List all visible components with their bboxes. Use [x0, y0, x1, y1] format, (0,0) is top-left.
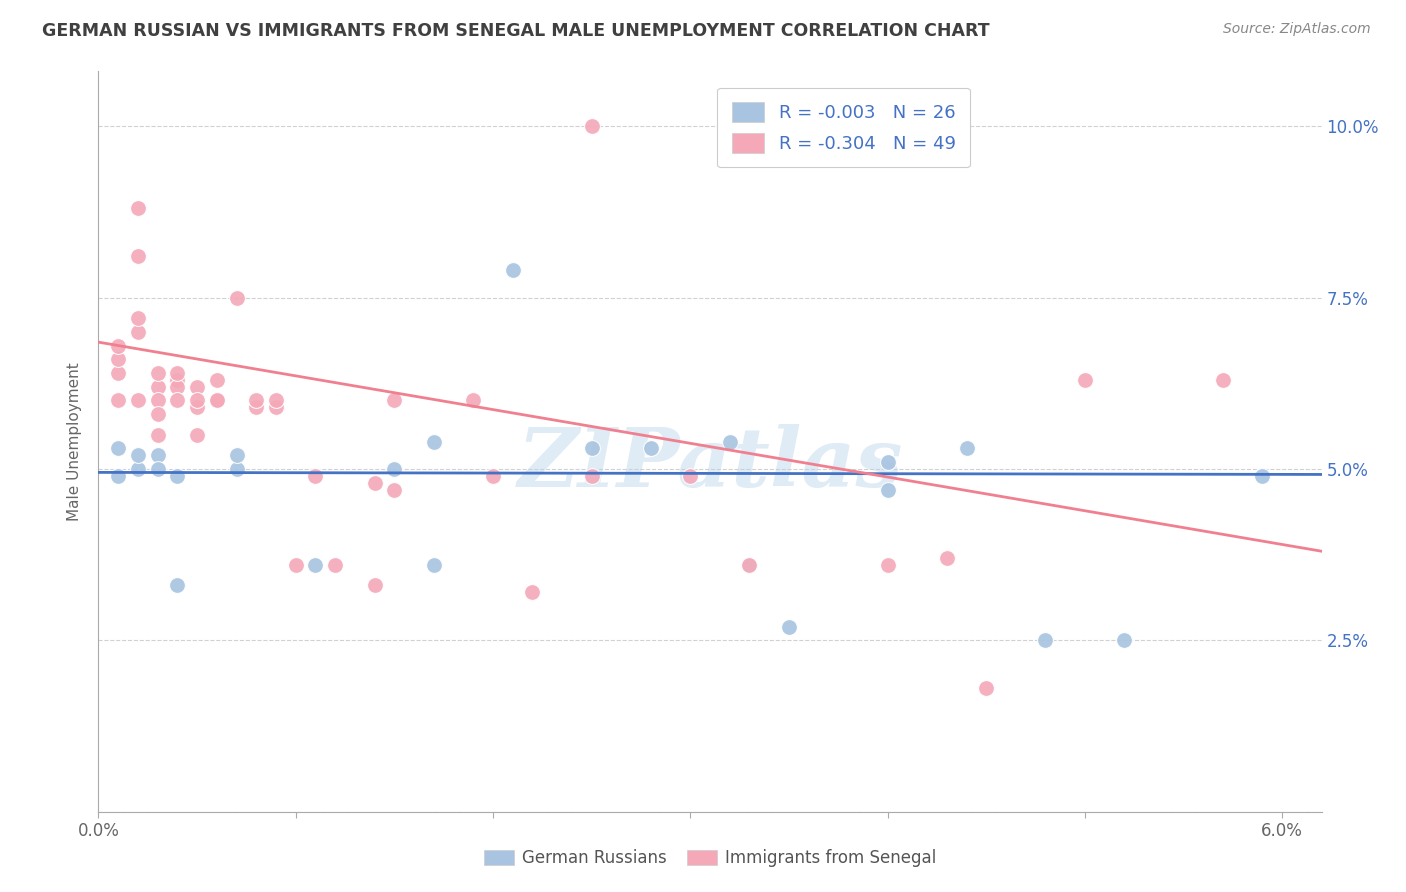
Point	[146, 366, 169, 380]
Point	[463, 393, 485, 408]
Point	[166, 380, 188, 394]
Point	[225, 448, 247, 462]
Point	[876, 483, 898, 497]
Point	[1114, 633, 1136, 648]
Point	[107, 338, 129, 352]
Point	[225, 462, 247, 476]
Point	[107, 366, 129, 380]
Point	[1074, 373, 1097, 387]
Point	[382, 462, 405, 476]
Point	[205, 373, 228, 387]
Point	[363, 475, 385, 490]
Point	[127, 448, 149, 462]
Point	[304, 558, 326, 572]
Point	[127, 462, 149, 476]
Point	[245, 393, 267, 408]
Point	[127, 250, 149, 264]
Point	[876, 455, 898, 469]
Point	[127, 325, 149, 339]
Point	[738, 558, 761, 572]
Point	[264, 401, 287, 415]
Point	[876, 558, 898, 572]
Point	[245, 401, 267, 415]
Point	[127, 311, 149, 326]
Point	[146, 393, 169, 408]
Point	[522, 585, 544, 599]
Point	[205, 393, 228, 408]
Point	[482, 468, 505, 483]
Point	[304, 468, 326, 483]
Text: Source: ZipAtlas.com: Source: ZipAtlas.com	[1223, 22, 1371, 37]
Point	[146, 448, 169, 462]
Point	[1035, 633, 1057, 648]
Point	[107, 352, 129, 367]
Point	[186, 393, 208, 408]
Point	[107, 393, 129, 408]
Point	[423, 558, 446, 572]
Point	[581, 119, 603, 133]
Point	[166, 578, 188, 592]
Point	[166, 366, 188, 380]
Point	[186, 427, 208, 442]
Point	[502, 263, 524, 277]
Legend: German Russians, Immigrants from Senegal: German Russians, Immigrants from Senegal	[477, 842, 943, 874]
Point	[146, 407, 169, 421]
Point	[935, 551, 957, 566]
Point	[205, 393, 228, 408]
Point	[679, 468, 702, 483]
Point	[284, 558, 307, 572]
Point	[107, 442, 129, 456]
Point	[166, 468, 188, 483]
Point	[166, 393, 188, 408]
Point	[146, 427, 169, 442]
Point	[1251, 468, 1274, 483]
Point	[186, 401, 208, 415]
Point	[225, 291, 247, 305]
Point	[1212, 373, 1234, 387]
Y-axis label: Male Unemployment: Male Unemployment	[67, 362, 83, 521]
Point	[127, 202, 149, 216]
Point	[581, 442, 603, 456]
Point	[186, 380, 208, 394]
Point	[718, 434, 741, 449]
Text: GERMAN RUSSIAN VS IMMIGRANTS FROM SENEGAL MALE UNEMPLOYMENT CORRELATION CHART: GERMAN RUSSIAN VS IMMIGRANTS FROM SENEGA…	[42, 22, 990, 40]
Point	[363, 578, 385, 592]
Point	[738, 558, 761, 572]
Point	[146, 380, 169, 394]
Point	[166, 373, 188, 387]
Point	[107, 468, 129, 483]
Point	[127, 393, 149, 408]
Point	[974, 681, 997, 696]
Point	[955, 442, 977, 456]
Text: ZIPatlas: ZIPatlas	[517, 424, 903, 504]
Point	[382, 393, 405, 408]
Point	[581, 468, 603, 483]
Point	[423, 434, 446, 449]
Point	[382, 483, 405, 497]
Point	[778, 619, 800, 633]
Point	[640, 442, 662, 456]
Point	[264, 393, 287, 408]
Point	[146, 462, 169, 476]
Point	[323, 558, 346, 572]
